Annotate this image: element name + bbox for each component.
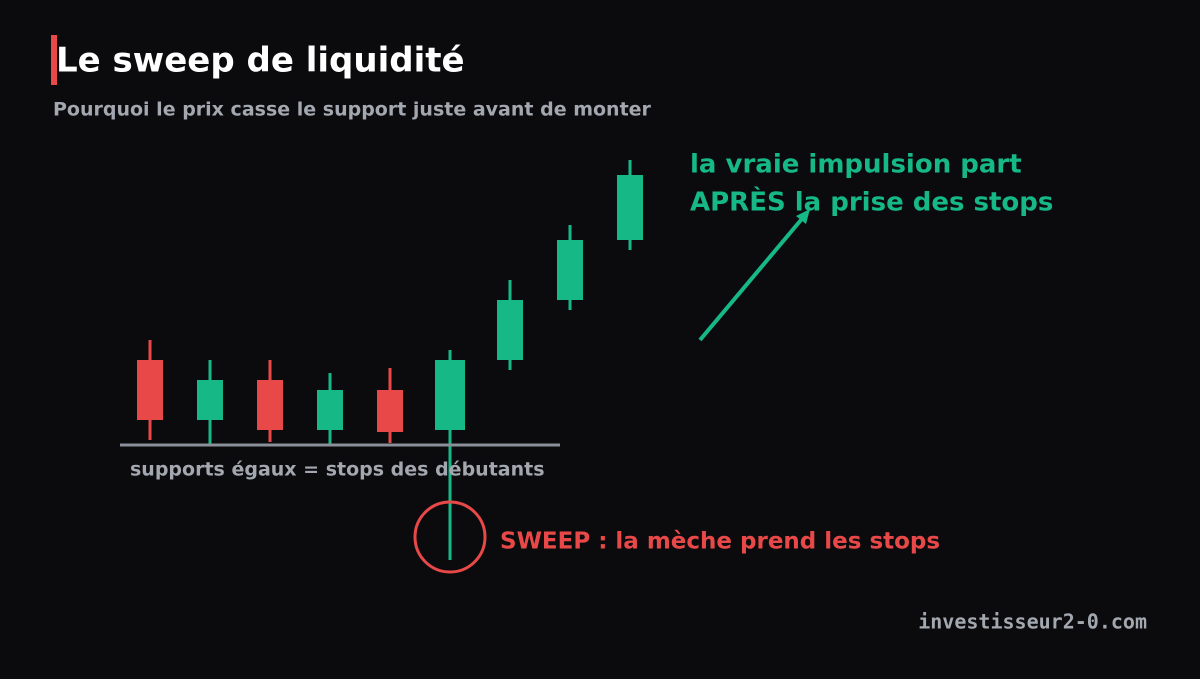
candles	[137, 160, 643, 560]
brand: investisseur2-0.com	[918, 610, 1147, 634]
title: Le sweep de liquidité	[56, 41, 465, 81]
sweep-circle	[413, 500, 487, 574]
sweep-label: SWEEP : la mèche prend les stops	[500, 529, 940, 555]
arrow	[698, 212, 808, 342]
impulse-label: APRÈS la prise des stops	[690, 186, 1053, 218]
subtitle: Pourquoi le prix casse le support juste …	[53, 99, 652, 121]
impulse-label: la vraie impulsion part	[690, 150, 1022, 180]
title-accent	[51, 35, 57, 85]
arrow-head	[796, 209, 810, 224]
support-label: supports égaux = stops des débutants	[130, 459, 545, 481]
